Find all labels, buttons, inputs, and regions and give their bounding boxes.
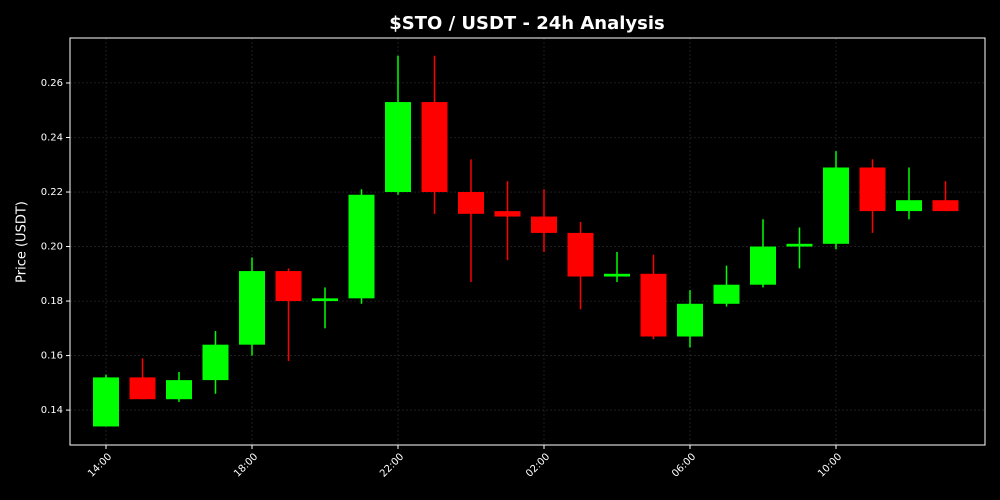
y-tick-label: 0.22 xyxy=(41,187,63,198)
candle-body xyxy=(531,216,557,233)
candle-body xyxy=(494,211,521,217)
candle-body xyxy=(348,194,375,299)
candle-body xyxy=(202,344,229,381)
y-axis-label: Price (USDT) xyxy=(15,201,30,283)
x-tick-label: 10:00 xyxy=(816,451,844,479)
x-tick-label: 02:00 xyxy=(524,451,552,479)
y-tick-label: 0.20 xyxy=(41,242,63,253)
candle-body xyxy=(677,303,703,337)
candle-body xyxy=(385,102,411,193)
candle-body xyxy=(421,102,448,193)
y-tick-label: 0.24 xyxy=(41,133,63,144)
candle-body xyxy=(166,380,192,400)
candle-body xyxy=(458,192,484,214)
candle-body xyxy=(93,377,119,427)
chart-title: $STO / USDT - 24h Analysis xyxy=(389,13,665,34)
candle-body xyxy=(239,271,265,345)
candle-body xyxy=(896,200,922,212)
plot-frame xyxy=(69,37,986,446)
y-tick-label: 0.26 xyxy=(41,78,63,89)
candle-body xyxy=(713,284,740,304)
x-tick-label: 06:00 xyxy=(670,451,698,479)
y-tick-label: 0.14 xyxy=(41,405,63,416)
y-tick-label: 0.18 xyxy=(41,296,63,307)
candle-body xyxy=(312,298,338,302)
candle-body xyxy=(275,271,302,302)
candle-body xyxy=(604,273,630,277)
x-tick-label: 22:00 xyxy=(378,451,406,479)
candle-body xyxy=(567,232,594,277)
candle-body xyxy=(129,377,156,400)
candle-body xyxy=(932,200,959,212)
x-tick-label: 14:00 xyxy=(86,451,114,479)
y-tick-label: 0.16 xyxy=(41,351,63,362)
candle-body xyxy=(786,243,813,247)
candle-body xyxy=(859,167,886,212)
candle-body xyxy=(750,246,776,285)
candle-body xyxy=(640,273,667,337)
x-tick-label: 18:00 xyxy=(232,451,260,479)
candle-body xyxy=(823,167,849,244)
